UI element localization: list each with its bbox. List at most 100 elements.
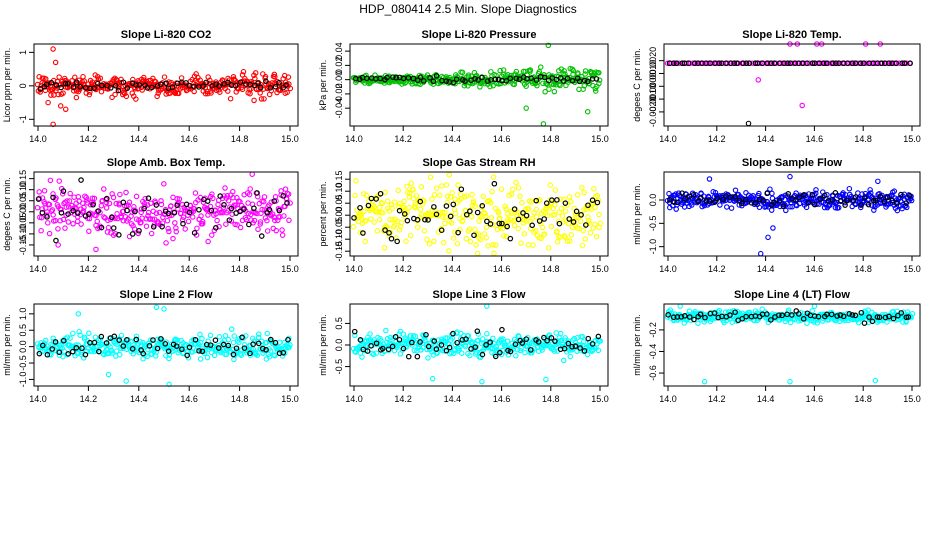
- reference-point: [889, 197, 895, 204]
- chart-title: Slope Li-820 Pressure: [422, 29, 537, 41]
- data-point: [258, 81, 264, 88]
- reference-point: [389, 343, 396, 350]
- data-point: [490, 174, 497, 180]
- data-point: [396, 200, 403, 207]
- data-point: [487, 200, 494, 206]
- reference-point: [272, 339, 279, 346]
- outlier-point: [543, 376, 549, 383]
- reference-point: [73, 344, 80, 351]
- reference-point: [516, 76, 523, 83]
- data-point: [238, 352, 245, 358]
- data-point: [414, 224, 421, 231]
- data-point: [264, 228, 271, 234]
- reference-point: [364, 348, 371, 354]
- x-tick-label: 14.8: [231, 264, 249, 274]
- data-point: [70, 330, 76, 337]
- data-point: [271, 71, 278, 78]
- data-point: [50, 335, 56, 341]
- reference-point: [728, 60, 734, 67]
- data-point: [81, 204, 87, 211]
- reference-point: [589, 341, 596, 347]
- data-point: [756, 190, 762, 197]
- data-point: [116, 340, 123, 347]
- reference-point: [507, 235, 514, 242]
- reference-point: [91, 339, 98, 346]
- reference-point: [280, 349, 287, 356]
- data-point: [779, 60, 786, 66]
- data-point: [387, 334, 394, 341]
- data-point: [463, 193, 470, 199]
- reference-point: [65, 211, 71, 217]
- reference-point: [446, 344, 453, 351]
- data-point: [236, 339, 242, 346]
- data-point: [170, 235, 176, 242]
- plot-frame: [33, 303, 299, 387]
- reference-point: [840, 313, 847, 320]
- data-point: [247, 90, 253, 97]
- outlier-point: [584, 108, 591, 115]
- data-point: [498, 186, 505, 192]
- data-point: [172, 220, 178, 226]
- data-point: [137, 339, 143, 345]
- reference-point: [272, 83, 279, 90]
- reference-point: [479, 74, 485, 81]
- reference-point: [259, 345, 266, 352]
- data-point: [74, 218, 81, 225]
- data-point: [503, 343, 510, 349]
- data-point: [454, 73, 460, 80]
- data-point: [546, 86, 552, 92]
- data-point: [350, 223, 357, 230]
- data-point: [847, 60, 853, 66]
- data-point: [89, 195, 96, 201]
- plot-frame: [663, 171, 921, 257]
- reference-point: [858, 202, 864, 208]
- reference-point: [906, 192, 913, 199]
- reference-point: [475, 77, 481, 83]
- data-point: [60, 353, 66, 360]
- outlier-point: [55, 242, 61, 248]
- y-tick-label: -1: [18, 115, 28, 123]
- reference-point: [414, 216, 421, 223]
- data-point: [381, 245, 388, 251]
- data-point: [811, 201, 817, 207]
- reference-point: [433, 346, 440, 352]
- reference-point: [284, 200, 290, 206]
- outlier-point: [787, 173, 793, 180]
- x-tick-label: 14.6: [493, 394, 511, 404]
- data-point: [522, 349, 528, 356]
- reference-point: [53, 82, 60, 88]
- data-point: [891, 188, 898, 194]
- data-point: [533, 214, 540, 220]
- reference-point: [731, 60, 738, 67]
- data-point: [382, 189, 389, 196]
- data-point: [395, 187, 401, 194]
- reference-point: [124, 207, 130, 214]
- data-point: [537, 64, 544, 70]
- data-point: [391, 222, 398, 229]
- data-point: [112, 215, 118, 221]
- y-tick-label: -1.0: [18, 372, 28, 388]
- reference-point: [379, 345, 386, 352]
- data-point: [97, 75, 104, 82]
- outlier-point: [52, 59, 59, 66]
- reference-point: [565, 340, 572, 347]
- data-point: [673, 206, 679, 212]
- data-point: [440, 239, 447, 246]
- reference-point: [169, 84, 176, 90]
- data-point: [439, 183, 445, 189]
- data-point: [477, 84, 483, 90]
- reference-point: [351, 328, 358, 335]
- data-point: [452, 229, 458, 235]
- data-point: [396, 340, 402, 346]
- data-point: [46, 230, 53, 237]
- reference-point: [132, 208, 138, 215]
- data-point: [525, 206, 532, 212]
- data-point: [477, 237, 484, 243]
- data-point: [465, 72, 472, 78]
- data-point: [50, 212, 56, 218]
- data-point: [123, 189, 129, 196]
- data-point: [585, 217, 592, 224]
- reference-point: [503, 78, 510, 84]
- data-point: [536, 197, 543, 203]
- data-point: [396, 227, 403, 233]
